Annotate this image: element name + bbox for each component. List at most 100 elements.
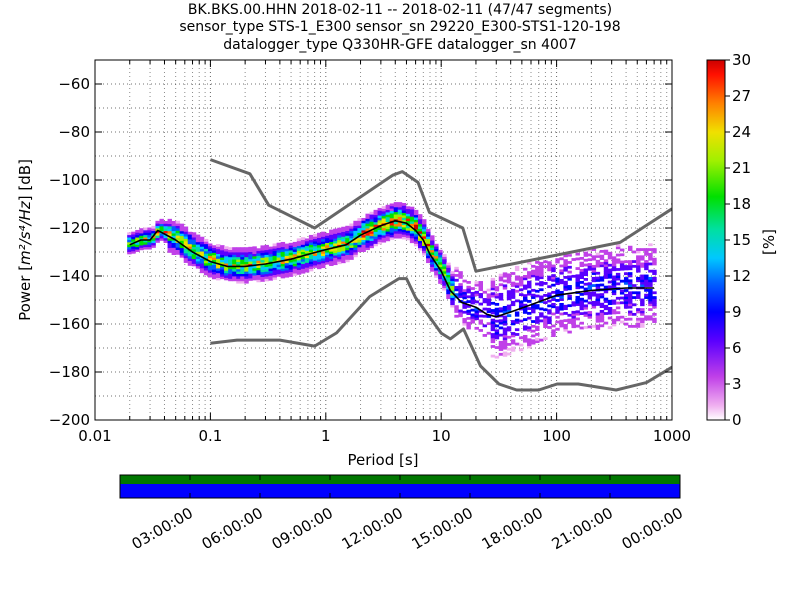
psd-cell [575, 300, 580, 304]
psd-cell [599, 312, 605, 316]
psd-cell [179, 247, 185, 251]
psd-cell [280, 253, 286, 257]
psd-cell [321, 238, 326, 242]
psd-cell [636, 296, 641, 299]
psd-cell [191, 244, 197, 248]
psd-cell [232, 268, 237, 272]
psd-cell [272, 243, 278, 247]
psd-cell [595, 271, 601, 275]
psd-cell [474, 310, 479, 313]
psd-cell [490, 277, 496, 281]
psd-cell [632, 291, 637, 295]
psd-cell [143, 239, 148, 243]
psd-cell [240, 273, 245, 277]
psd-cell [385, 207, 391, 211]
psd-cell [369, 235, 374, 239]
psd-cell [438, 276, 443, 280]
psd-cell [179, 235, 185, 239]
psd-cell [127, 237, 132, 240]
psd-cell [131, 243, 136, 247]
psd-cell [522, 308, 528, 312]
psd-cell [312, 255, 318, 259]
psd-cell [514, 265, 520, 269]
psd-cell [567, 304, 572, 308]
psd-cell [462, 322, 467, 326]
psd-cell [462, 310, 467, 314]
psd-cell [510, 293, 516, 297]
psd-cell [648, 248, 653, 251]
psd-cell [615, 282, 621, 286]
psd-cell [502, 353, 508, 357]
psd-cell [409, 223, 415, 227]
psd-cell [611, 261, 617, 264]
psd-cell [644, 264, 649, 268]
psd-cell [417, 226, 423, 229]
psd-cell [240, 261, 245, 265]
psd-cell [555, 291, 560, 295]
psd-cell [442, 280, 447, 284]
psd-cell [389, 210, 395, 214]
psd-cell [195, 251, 201, 255]
psd-cell [385, 236, 391, 239]
psd-cell [329, 244, 334, 247]
psd-cell [422, 219, 427, 222]
colorbar-tick-label: 30 [732, 51, 751, 69]
psd-cell [652, 250, 657, 254]
psd-cell [522, 327, 528, 331]
psd-cell [628, 298, 633, 302]
psd-cell [345, 230, 350, 234]
psd-cell [446, 262, 451, 266]
psd-cell [300, 239, 306, 243]
psd-cell [312, 248, 318, 252]
psd-cell [474, 293, 479, 297]
psd-cell [522, 286, 528, 290]
psd-cell [203, 243, 209, 247]
psd-cell [333, 262, 338, 266]
psd-cell [498, 343, 504, 347]
psd-cell [531, 274, 536, 278]
psd-cell [644, 267, 649, 271]
psd-cell [389, 227, 395, 231]
psd-cell [422, 252, 427, 256]
psd-cell [640, 248, 645, 251]
psd-cell [264, 264, 269, 267]
psd-cell [470, 313, 475, 317]
psd-cell [268, 249, 273, 252]
psd-cell [640, 264, 645, 268]
psd-cell [191, 232, 197, 236]
psd-cell [518, 302, 524, 306]
psd-cell [151, 242, 156, 246]
psd-cell [486, 307, 492, 311]
psd-cell [409, 211, 415, 215]
psd-cell [345, 259, 350, 263]
psd-cell [244, 266, 249, 270]
psd-cell [236, 264, 241, 267]
psd-cell [203, 241, 209, 245]
psd-cell [543, 315, 548, 319]
psd-cell [470, 296, 475, 300]
psd-cell [127, 249, 132, 252]
psd-cell [292, 244, 298, 248]
psd-cell [527, 345, 532, 349]
psd-cell [413, 243, 419, 247]
psd-cell [325, 261, 330, 265]
psd-cell [224, 267, 229, 271]
psd-cell [603, 249, 609, 253]
psd-cell [248, 249, 253, 253]
psd-cell [498, 352, 504, 356]
psd-cell [438, 273, 443, 277]
psd-cell [442, 270, 447, 274]
psd-cell [308, 263, 314, 267]
psd-cell [599, 254, 605, 258]
psd-cell [357, 230, 362, 233]
psd-cell [619, 301, 625, 305]
psd-cell [365, 228, 370, 231]
psd-cell [248, 256, 253, 260]
psd-cell [474, 326, 479, 330]
psd-cell [575, 283, 580, 287]
psd-cell [466, 285, 471, 289]
psd-cell [567, 277, 572, 281]
psd-cell [514, 318, 520, 322]
psd-cell [135, 232, 140, 236]
psd-cell [547, 311, 552, 315]
